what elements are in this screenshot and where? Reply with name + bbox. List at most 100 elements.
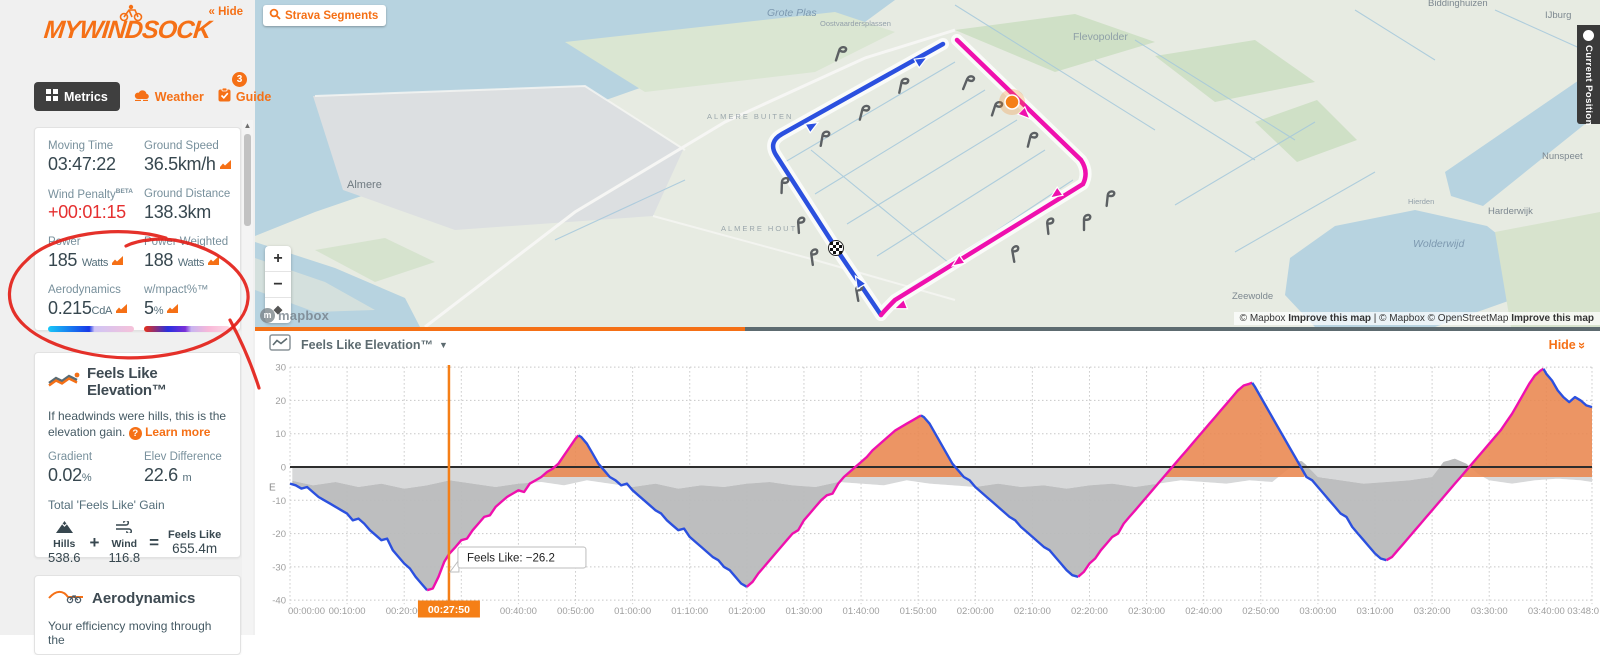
- improve-map-link[interactable]: Improve this map: [1511, 313, 1594, 324]
- x-axis-tick-label: 03:40:00: [1528, 606, 1565, 617]
- chart-icon[interactable]: [207, 250, 220, 271]
- metric-moving-time: Moving Time 03:47:22: [48, 140, 116, 174]
- cursor-time-badge: [417, 600, 480, 618]
- total-feels-like-gain-label: Total 'Feels Like' Gain: [48, 498, 165, 513]
- current-position-tab[interactable]: Current Position: [1577, 25, 1600, 126]
- map[interactable]: Grote Plas Oostvaardersplassen Flevopolder…: [255, 0, 1600, 327]
- map-place-label: ALMERE HOUT: [721, 224, 797, 233]
- zoom-out-button[interactable]: −: [265, 272, 291, 298]
- mapbox-logo[interactable]: m mapbox: [260, 308, 329, 323]
- chart-icon[interactable]: [166, 298, 179, 319]
- compass-button[interactable]: ◆: [273, 304, 283, 316]
- guide-clipboard-icon: [218, 87, 231, 105]
- x-axis-tick-label: 03:30:00: [1471, 606, 1508, 617]
- feels-like-line-blue: [289, 482, 429, 591]
- chart-type-icon: [269, 334, 291, 356]
- scrollbar-up-arrow[interactable]: ▲: [243, 121, 252, 130]
- wind-barb-icon: [898, 77, 910, 94]
- x-axis-tick-label: 03:20:00: [1414, 606, 1451, 617]
- feels-like-elevation-panel: Feels Like Elevation™ ▼ Hide» 30 20 10 0 -10…: [255, 327, 1600, 635]
- search-icon: [269, 8, 281, 23]
- mywindsock-logo[interactable]: MYWINDSOCK: [0, 4, 255, 45]
- tab-metrics[interactable]: Metrics: [34, 82, 120, 111]
- chart-header: Feels Like Elevation™ ▼ Hide»: [255, 331, 1600, 359]
- x-axis-tick-label: 01:30:00: [785, 606, 822, 617]
- map-canals: [554, 4, 1596, 291]
- aero-section-title: Aerodynamics: [92, 590, 196, 607]
- map-place-label: IJburg: [1545, 10, 1571, 21]
- notification-badge[interactable]: 3: [232, 72, 247, 87]
- metric-elev-difference: Elev Difference 22.6 m: [144, 451, 222, 486]
- chart-title-dropdown[interactable]: Feels Like Elevation™: [301, 338, 433, 352]
- strava-segments-button[interactable]: Strava Segments: [263, 5, 387, 26]
- map-place-label: Biddinghuizen: [1428, 0, 1488, 9]
- wind-barb-icon: [858, 104, 871, 121]
- route-direction-arrow: [804, 121, 820, 134]
- feels-like-formula: Hills 538.6 + Wind 116.8 = Feels Like 65…: [48, 519, 227, 565]
- y-axis-tick-label: -40: [272, 596, 286, 607]
- route-direction-arrow: [854, 274, 867, 290]
- metric-aerodynamics: Aerodynamics 0.215CdA: [48, 284, 144, 337]
- map-place-label: ALMERE BUITEN: [707, 112, 793, 121]
- metric-power-weighted: Power Weighted 188 Watts: [144, 236, 229, 271]
- chart-icon[interactable]: [111, 250, 124, 271]
- feels-like-waves-icon: [48, 372, 80, 392]
- map-place-label: Nunspeet: [1542, 151, 1583, 162]
- chart-icon[interactable]: [219, 154, 232, 175]
- aero-partial-text: Your efficiency moving through the: [48, 619, 212, 647]
- help-icon[interactable]: ?: [128, 427, 142, 441]
- route-blue[interactable]: [770, 41, 946, 318]
- metric-wimpact: w/mpact%™ 5%: [144, 284, 232, 337]
- map-place-label: Grote Plas: [767, 7, 817, 19]
- chart-icon[interactable]: [115, 298, 128, 319]
- feels-like-line-blue: [1251, 382, 1387, 562]
- metric-ground-distance: Ground Distance 138.3km: [144, 187, 231, 222]
- equals-sign: =: [149, 532, 159, 552]
- route-direction-arrow: [893, 298, 909, 310]
- route-direction-arrow: [950, 253, 966, 267]
- route-direction-arrow: [913, 56, 929, 69]
- metrics-grid-icon: [46, 89, 58, 104]
- mapbox-icon: m: [260, 308, 275, 323]
- x-axis-tick-label: 02:00:00: [957, 606, 994, 617]
- tab-weather[interactable]: Weather: [134, 89, 204, 104]
- x-axis-tick-label: 00:10:00: [329, 606, 366, 617]
- sidebar: « Hide MYWINDSOCK Metrics Weather Guide …: [0, 0, 271, 655]
- route-magenta[interactable]: [878, 37, 1088, 318]
- position-dot-icon: [1583, 30, 1594, 41]
- y-axis-tick-label: 10: [275, 429, 286, 440]
- chart-area-fill: [292, 480, 530, 591]
- feels-like-line-blue: [577, 434, 748, 588]
- scrollbar-thumb[interactable]: [244, 134, 251, 226]
- map-water-ijmeer: [255, 0, 895, 236]
- wind-term: Wind 116.8: [108, 519, 140, 565]
- hide-chart-button[interactable]: Hide»: [1548, 338, 1590, 352]
- x-axis-tick-label: 01:50:00: [900, 606, 937, 617]
- metrics-card: Moving Time 03:47:22 Ground Speed 36.5km…: [34, 127, 241, 333]
- panel-resize-bar[interactable]: [255, 327, 1600, 331]
- route-direction-arrow: [1048, 185, 1064, 199]
- wind-barb-icon: [1011, 245, 1020, 264]
- elevation-chart[interactable]: 30 20 10 0 -10 -20 -30 -40 E 00:00:00 00:10:00 00:2…: [255, 359, 1600, 635]
- x-axis-tick-label: 03:00:00: [1299, 606, 1336, 617]
- zoom-in-button[interactable]: +: [265, 246, 291, 272]
- feels-like-line-magenta: [746, 414, 922, 588]
- wind-barb-icon: [810, 248, 819, 267]
- sidebar-scrollbar[interactable]: ▲: [242, 120, 253, 635]
- feels-like-description: If headwinds were hills, this is the ele…: [48, 409, 227, 441]
- start-finish-flag-icon[interactable]: [828, 240, 844, 256]
- improve-map-link[interactable]: Improve this map: [1288, 313, 1371, 324]
- chart-area-fill: [1308, 467, 1439, 484]
- x-axis-tick-label: 00:40:00: [500, 606, 537, 617]
- current-position-marker[interactable]: [1004, 94, 1020, 110]
- wind-icon: [115, 519, 134, 537]
- cursor-time-label: 00:27:50: [428, 604, 470, 616]
- wind-barb-icon: [796, 216, 806, 235]
- tab-guide[interactable]: Guide: [218, 87, 271, 105]
- weather-cloud-icon: [134, 89, 150, 104]
- x-axis-tick-label: 00:20:00: [386, 606, 423, 617]
- feels-like-line-magenta: [1385, 367, 1545, 562]
- x-axis-tick-label: 01:10:00: [671, 606, 708, 617]
- sidebar-hide-button[interactable]: « Hide: [208, 6, 243, 18]
- learn-more-link[interactable]: Learn more: [145, 425, 211, 440]
